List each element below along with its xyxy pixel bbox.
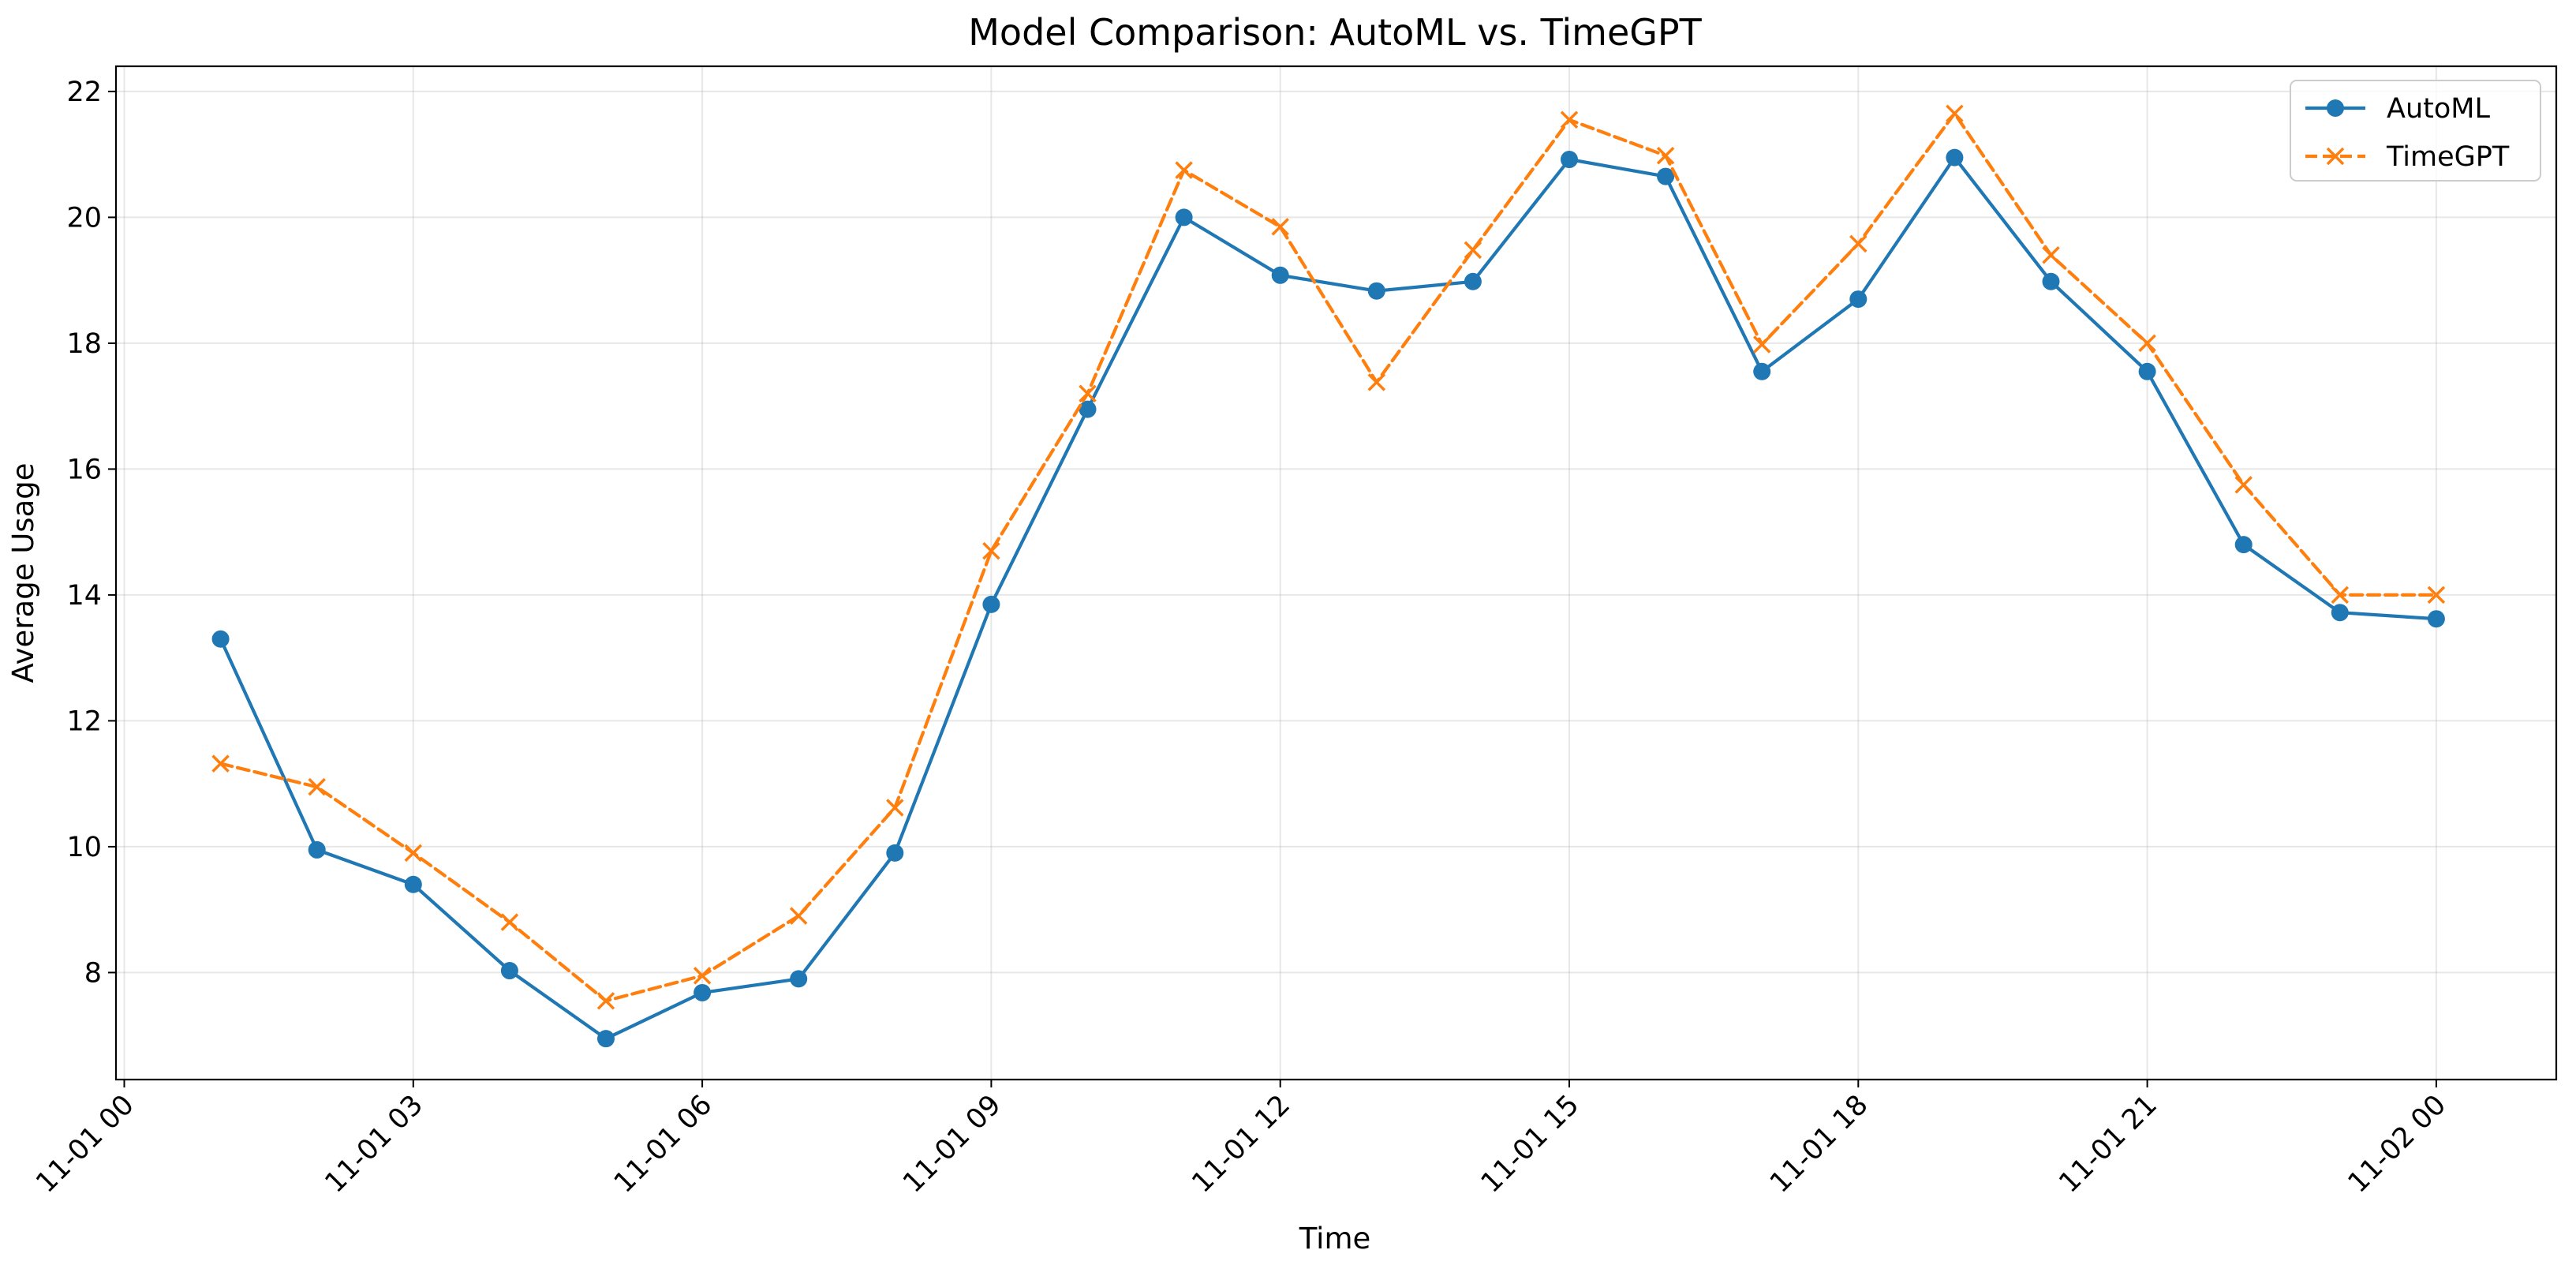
- legend-box: [2290, 80, 2541, 182]
- y-tick-label: 16: [66, 454, 102, 485]
- data-point: [2138, 334, 2156, 353]
- x-axis-label: Time: [1299, 1222, 1371, 1256]
- y-tick-label: 8: [84, 957, 102, 989]
- data-point: [1175, 208, 1193, 226]
- data-point: [2331, 586, 2350, 604]
- data-point: [1079, 400, 1097, 418]
- y-tick-label: 10: [66, 832, 102, 863]
- y-tick-label: 22: [66, 77, 102, 108]
- data-point: [1464, 272, 1482, 290]
- data-point: [1271, 218, 1289, 236]
- y-axis: 8 10 12 14 16 18 20 22: [66, 77, 116, 989]
- legend-marker: [2327, 99, 2344, 117]
- y-axis-label: Average Usage: [6, 463, 40, 683]
- data-point: [308, 777, 326, 796]
- series-timegpt: [211, 104, 2446, 1010]
- data-point: [789, 907, 808, 925]
- x-tick-label: 11-01 03: [320, 1089, 430, 1200]
- chart-title: Model Comparison: AutoML vs. TimeGPT: [968, 11, 1702, 54]
- data-point: [1657, 167, 1675, 185]
- y-tick-label: 18: [66, 328, 102, 360]
- data-point: [1367, 282, 1385, 300]
- data-point: [1946, 148, 1964, 167]
- data-point: [500, 913, 519, 931]
- data-point: [982, 541, 1000, 560]
- data-point: [1079, 384, 1097, 402]
- series-layer: [211, 104, 2446, 1048]
- x-tick-label: 11-01 18: [1764, 1089, 1875, 1200]
- data-point: [1946, 104, 1964, 123]
- series-line-automl: [219, 155, 2438, 1041]
- data-point: [1271, 266, 1289, 284]
- data-point: [2042, 246, 2060, 264]
- x-tick-label: 11-01 21: [2053, 1089, 2163, 1200]
- legend: AutoML TimeGPT: [2290, 80, 2541, 182]
- x-axis: 11-01 00 11-01 03 11-01 06 11-01 09 11-01 12…: [30, 1080, 2452, 1200]
- data-point: [1561, 151, 1578, 169]
- x-tick-label: 11-01 12: [1186, 1089, 1296, 1200]
- data-point: [1175, 161, 1193, 179]
- data-point: [1464, 241, 1482, 260]
- data-point: [211, 630, 230, 648]
- data-point: [404, 844, 423, 863]
- legend-label: TimeGPT: [2386, 141, 2510, 173]
- data-point: [2042, 272, 2060, 290]
- data-point: [886, 844, 904, 862]
- legend-item-automl: AutoML: [2305, 93, 2490, 125]
- data-point: [211, 754, 230, 773]
- y-tick-label: 20: [66, 202, 102, 234]
- series-line-timegpt: [219, 111, 2438, 1003]
- x-tick-label: 11-01 06: [608, 1089, 719, 1200]
- data-point: [886, 799, 904, 817]
- data-point: [693, 967, 712, 985]
- data-point: [596, 992, 615, 1010]
- data-point: [2234, 536, 2253, 554]
- data-point: [982, 595, 1000, 613]
- series-automl: [211, 148, 2445, 1048]
- data-point: [404, 875, 422, 893]
- data-point: [1560, 110, 1579, 129]
- data-point: [1752, 335, 1771, 354]
- data-point: [790, 970, 808, 988]
- data-point: [2331, 604, 2349, 622]
- data-point: [597, 1030, 615, 1048]
- x-tick-label: 11-01 15: [1475, 1089, 1586, 1200]
- y-tick-label: 14: [66, 580, 102, 612]
- data-point: [2234, 476, 2253, 494]
- data-point: [1367, 373, 1386, 391]
- x-tick-label: 11-02 00: [2342, 1089, 2453, 1200]
- y-tick-label: 12: [66, 705, 102, 737]
- data-point: [1753, 362, 1771, 380]
- x-tick-label: 11-01 09: [897, 1089, 1008, 1200]
- legend-item-timegpt: TimeGPT: [2305, 141, 2510, 173]
- plot-area: [114, 65, 2558, 1081]
- data-point: [308, 840, 326, 859]
- grid: [116, 66, 2556, 1080]
- legend-label: AutoML: [2387, 93, 2490, 125]
- data-point: [2427, 586, 2446, 604]
- data-point: [1849, 234, 1868, 253]
- legend-marker: [2326, 147, 2345, 166]
- x-tick-label: 11-01 00: [30, 1089, 140, 1200]
- data-point: [500, 962, 518, 980]
- data-point: [1656, 147, 1675, 165]
- data-point: [1849, 290, 1868, 309]
- data-point: [2427, 610, 2445, 628]
- data-point: [2138, 362, 2156, 380]
- data-point: [694, 983, 712, 1001]
